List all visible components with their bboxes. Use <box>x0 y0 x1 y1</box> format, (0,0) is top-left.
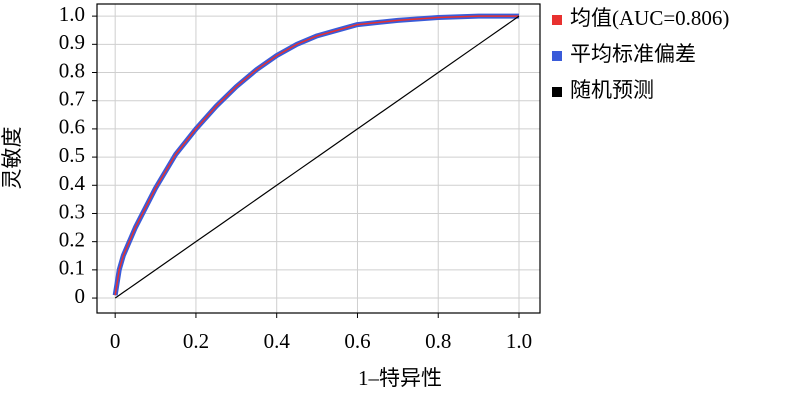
x-tick-label: 0.8 <box>425 329 451 353</box>
x-tick-label: 0.4 <box>264 329 291 353</box>
y-tick-label: 0.5 <box>59 143 85 167</box>
x-tick-label: 1.0 <box>506 329 532 353</box>
legend-label: 均值(AUC=0.806) <box>570 6 729 30</box>
x-tick-label: 0.6 <box>344 329 370 353</box>
y-tick-label: 0.9 <box>59 30 85 54</box>
y-tick-label: 0 <box>75 284 86 308</box>
y-tick-label: 0.1 <box>59 256 85 280</box>
y-tick-label: 0.4 <box>59 171 86 195</box>
legend-swatch <box>552 15 562 25</box>
series-line <box>114 15 520 296</box>
x-tick-label: 0.2 <box>183 329 209 353</box>
y-tick-label: 0.8 <box>59 58 85 82</box>
y-tick-label: 0.2 <box>59 227 85 251</box>
x-axis-label: 1–特异性 <box>358 366 442 390</box>
series-line <box>114 15 520 299</box>
y-axis-label: 灵敏度 <box>0 127 24 190</box>
y-tick-label: 0.7 <box>59 87 85 111</box>
legend-label: 随机预测 <box>570 78 654 102</box>
legend-swatch <box>552 87 562 97</box>
legend-label: 平均标准偏差 <box>570 42 696 66</box>
y-tick-label: 1.0 <box>59 2 85 26</box>
y-tick-label: 0.6 <box>59 115 85 139</box>
x-tick-label: 0 <box>110 329 121 353</box>
plot-frame <box>96 3 541 314</box>
y-tick-label: 0.3 <box>59 199 85 223</box>
legend-swatch <box>552 51 562 61</box>
